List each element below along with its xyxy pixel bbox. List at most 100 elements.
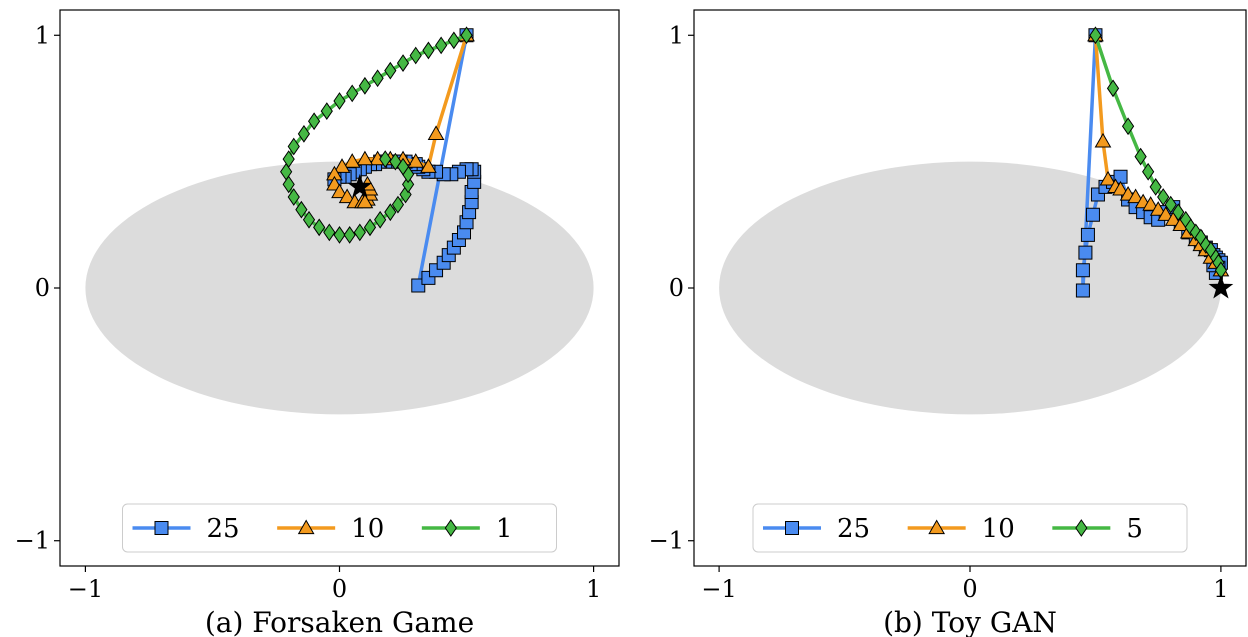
data-point <box>1142 196 1160 211</box>
legend-marker <box>297 519 315 535</box>
panel-1: −1 0 1 −1 0 1 (a) Forsaken Game 25 10 1 <box>15 9 620 637</box>
data-point <box>1112 180 1129 196</box>
shaded-ellipse <box>719 161 1221 415</box>
x-tick-label: 0 <box>962 575 977 603</box>
data-point <box>1075 263 1090 278</box>
legend-marker <box>928 519 946 535</box>
data-point <box>333 92 346 110</box>
data-point <box>302 210 316 229</box>
legend-marker <box>444 519 457 537</box>
data-point <box>356 193 374 209</box>
data-point <box>282 175 295 194</box>
data-point <box>399 185 412 204</box>
target-star-marker <box>1208 275 1234 299</box>
data-point <box>1121 117 1135 136</box>
data-point <box>323 223 336 242</box>
y-tick-label: 1 <box>35 21 50 49</box>
y-tick-label: 0 <box>35 274 50 302</box>
data-point <box>320 102 333 120</box>
data-point <box>1080 227 1095 242</box>
data-point <box>343 153 361 168</box>
data-point <box>333 226 346 244</box>
chart-title: (a) Forsaken Game <box>205 606 474 637</box>
legend-marker <box>154 521 169 535</box>
data-point <box>401 175 415 194</box>
data-point <box>346 84 359 103</box>
data-point <box>363 218 377 237</box>
data-point <box>1127 188 1144 204</box>
chart-title: (b) Toy GAN <box>883 606 1057 637</box>
legend-entry-25: 25 <box>132 514 240 544</box>
data-point <box>422 41 435 60</box>
legend-entry-1: 1 <box>421 514 513 544</box>
x-tick-label: −1 <box>701 575 736 603</box>
target-star-marker <box>347 173 373 198</box>
data-point <box>1089 26 1102 45</box>
data-point <box>287 137 300 156</box>
plot-area <box>719 26 1234 415</box>
data-point <box>1078 245 1093 260</box>
y-tick-label: −1 <box>649 527 684 555</box>
data-point <box>307 112 321 131</box>
x-tick-label: 0 <box>332 575 347 603</box>
data-point <box>1106 79 1120 98</box>
data-point <box>356 150 374 166</box>
data-point <box>420 158 437 173</box>
legend-entry-10: 10 <box>907 514 1015 544</box>
legend-label: 25 <box>837 514 870 544</box>
data-point <box>374 210 387 229</box>
y-tick-label: 0 <box>669 274 684 302</box>
data-point <box>435 36 448 55</box>
data-point <box>407 153 425 168</box>
data-point <box>396 54 410 72</box>
y-tick-label: 1 <box>669 21 684 49</box>
data-point <box>1157 188 1170 206</box>
data-point <box>333 158 351 173</box>
legend-entry-5: 5 <box>1052 514 1143 544</box>
legend-box <box>752 503 1188 553</box>
data-point <box>287 188 300 206</box>
shaded-ellipse <box>85 161 594 415</box>
x-tick-label: 1 <box>586 575 601 603</box>
data-point <box>1189 223 1202 242</box>
legend-box <box>122 503 557 553</box>
legend: 25 10 5 <box>752 503 1188 553</box>
data-point <box>297 124 311 143</box>
data-point <box>379 150 392 168</box>
data-point <box>1149 201 1167 216</box>
legend-label: 5 <box>1126 514 1143 544</box>
data-point <box>391 195 405 214</box>
data-point <box>338 188 356 204</box>
legend: 25 10 1 <box>122 503 557 553</box>
y-tick-label: −1 <box>15 527 50 555</box>
series-markers-5 <box>1089 26 1228 280</box>
plot-area <box>85 26 594 415</box>
legend-marker <box>1075 519 1088 537</box>
series-markers-1 <box>280 26 473 244</box>
data-point <box>331 183 348 199</box>
data-point <box>1113 169 1128 184</box>
data-point <box>1157 206 1175 221</box>
data-point <box>1134 147 1147 166</box>
data-point <box>295 200 308 219</box>
data-point <box>427 125 445 140</box>
data-point <box>1164 195 1177 214</box>
legend-label: 1 <box>496 514 513 544</box>
legend-entry-10: 10 <box>277 514 384 544</box>
data-point <box>313 218 326 237</box>
data-point <box>358 76 372 95</box>
data-point <box>1142 162 1155 181</box>
data-point <box>447 31 460 50</box>
data-point <box>384 203 397 222</box>
data-point <box>1075 283 1090 298</box>
data-point <box>1094 132 1112 148</box>
data-point <box>1099 170 1117 186</box>
data-point <box>389 152 402 171</box>
data-point <box>460 26 473 45</box>
x-tick-label: 1 <box>1213 575 1228 603</box>
legend-label: 10 <box>982 514 1015 544</box>
panel-2: −1 0 1 −1 0 1 (b) Toy GAN 25 10 5 <box>649 9 1247 637</box>
data-point <box>353 223 366 242</box>
legend-label: 10 <box>351 514 384 544</box>
